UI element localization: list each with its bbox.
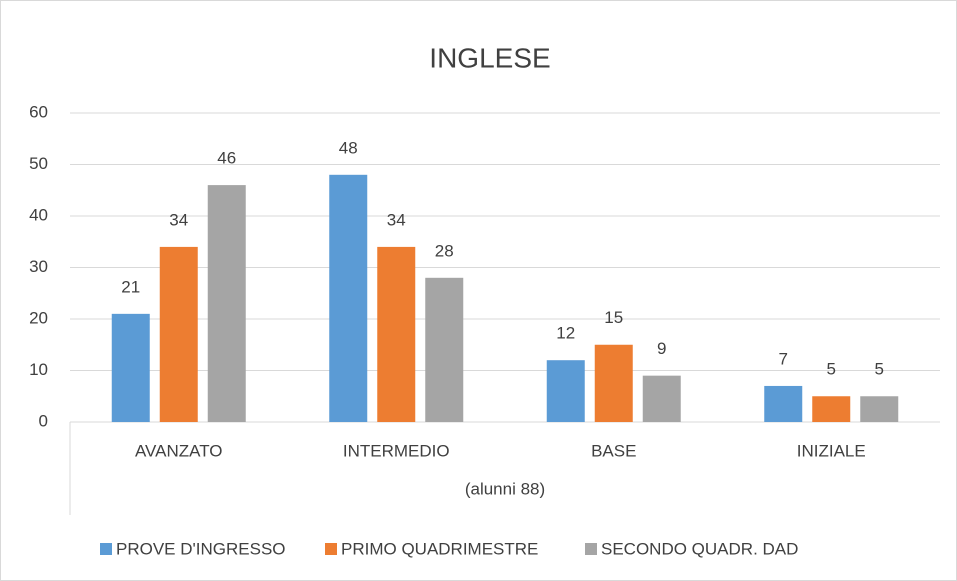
y-tick-label: 50 xyxy=(29,154,48,173)
data-label: 5 xyxy=(827,360,836,379)
data-label: 46 xyxy=(217,149,236,168)
bar xyxy=(425,277,464,422)
chart-title: INGLESE xyxy=(429,42,550,73)
y-tick-label: 60 xyxy=(29,102,48,121)
bar xyxy=(207,185,246,422)
data-label: 34 xyxy=(387,210,406,229)
data-label: 28 xyxy=(435,241,454,260)
x-tick-label: BASE xyxy=(591,441,636,460)
bar xyxy=(111,313,150,422)
x-tick-label: AVANZATO xyxy=(135,441,223,460)
data-label: 34 xyxy=(169,210,188,229)
x-tick-label: INIZIALE xyxy=(797,441,866,460)
y-tick-label: 40 xyxy=(29,205,48,224)
bar xyxy=(812,396,851,422)
x-axis-label: (alunni 88) xyxy=(465,479,545,498)
legend-swatch xyxy=(100,543,112,555)
bar xyxy=(764,385,803,422)
data-label: 21 xyxy=(121,277,140,296)
data-label: 5 xyxy=(875,360,884,379)
bar xyxy=(377,246,416,422)
data-label: 7 xyxy=(779,349,788,368)
bar xyxy=(546,360,585,422)
legend-label: SECONDO QUADR. DAD xyxy=(601,539,798,558)
bar xyxy=(594,344,633,422)
bar xyxy=(860,396,899,422)
legend-swatch xyxy=(585,543,597,555)
data-label: 12 xyxy=(556,324,575,343)
y-tick-label: 0 xyxy=(39,411,48,430)
data-label: 15 xyxy=(604,308,623,327)
data-label: 9 xyxy=(657,339,666,358)
y-tick-label: 20 xyxy=(29,308,48,327)
bar xyxy=(329,174,368,422)
x-tick-label: INTERMEDIO xyxy=(343,441,450,460)
data-label: 48 xyxy=(339,138,358,157)
legend-swatch xyxy=(325,543,337,555)
legend-label: PROVE D'INGRESSO xyxy=(116,539,286,558)
legend-label: PRIMO QUADRIMESTRE xyxy=(341,539,538,558)
y-tick-label: 10 xyxy=(29,360,48,379)
bar xyxy=(642,375,681,422)
bar xyxy=(159,246,198,422)
y-tick-label: 30 xyxy=(29,257,48,276)
